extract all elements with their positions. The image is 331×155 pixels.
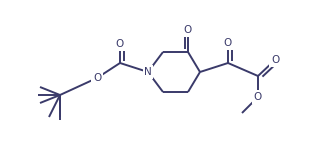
Text: O: O (271, 55, 279, 65)
Text: O: O (184, 25, 192, 35)
Text: O: O (254, 92, 262, 102)
Text: O: O (93, 73, 101, 83)
Text: O: O (116, 39, 124, 49)
Text: O: O (224, 38, 232, 48)
Text: N: N (144, 67, 152, 77)
